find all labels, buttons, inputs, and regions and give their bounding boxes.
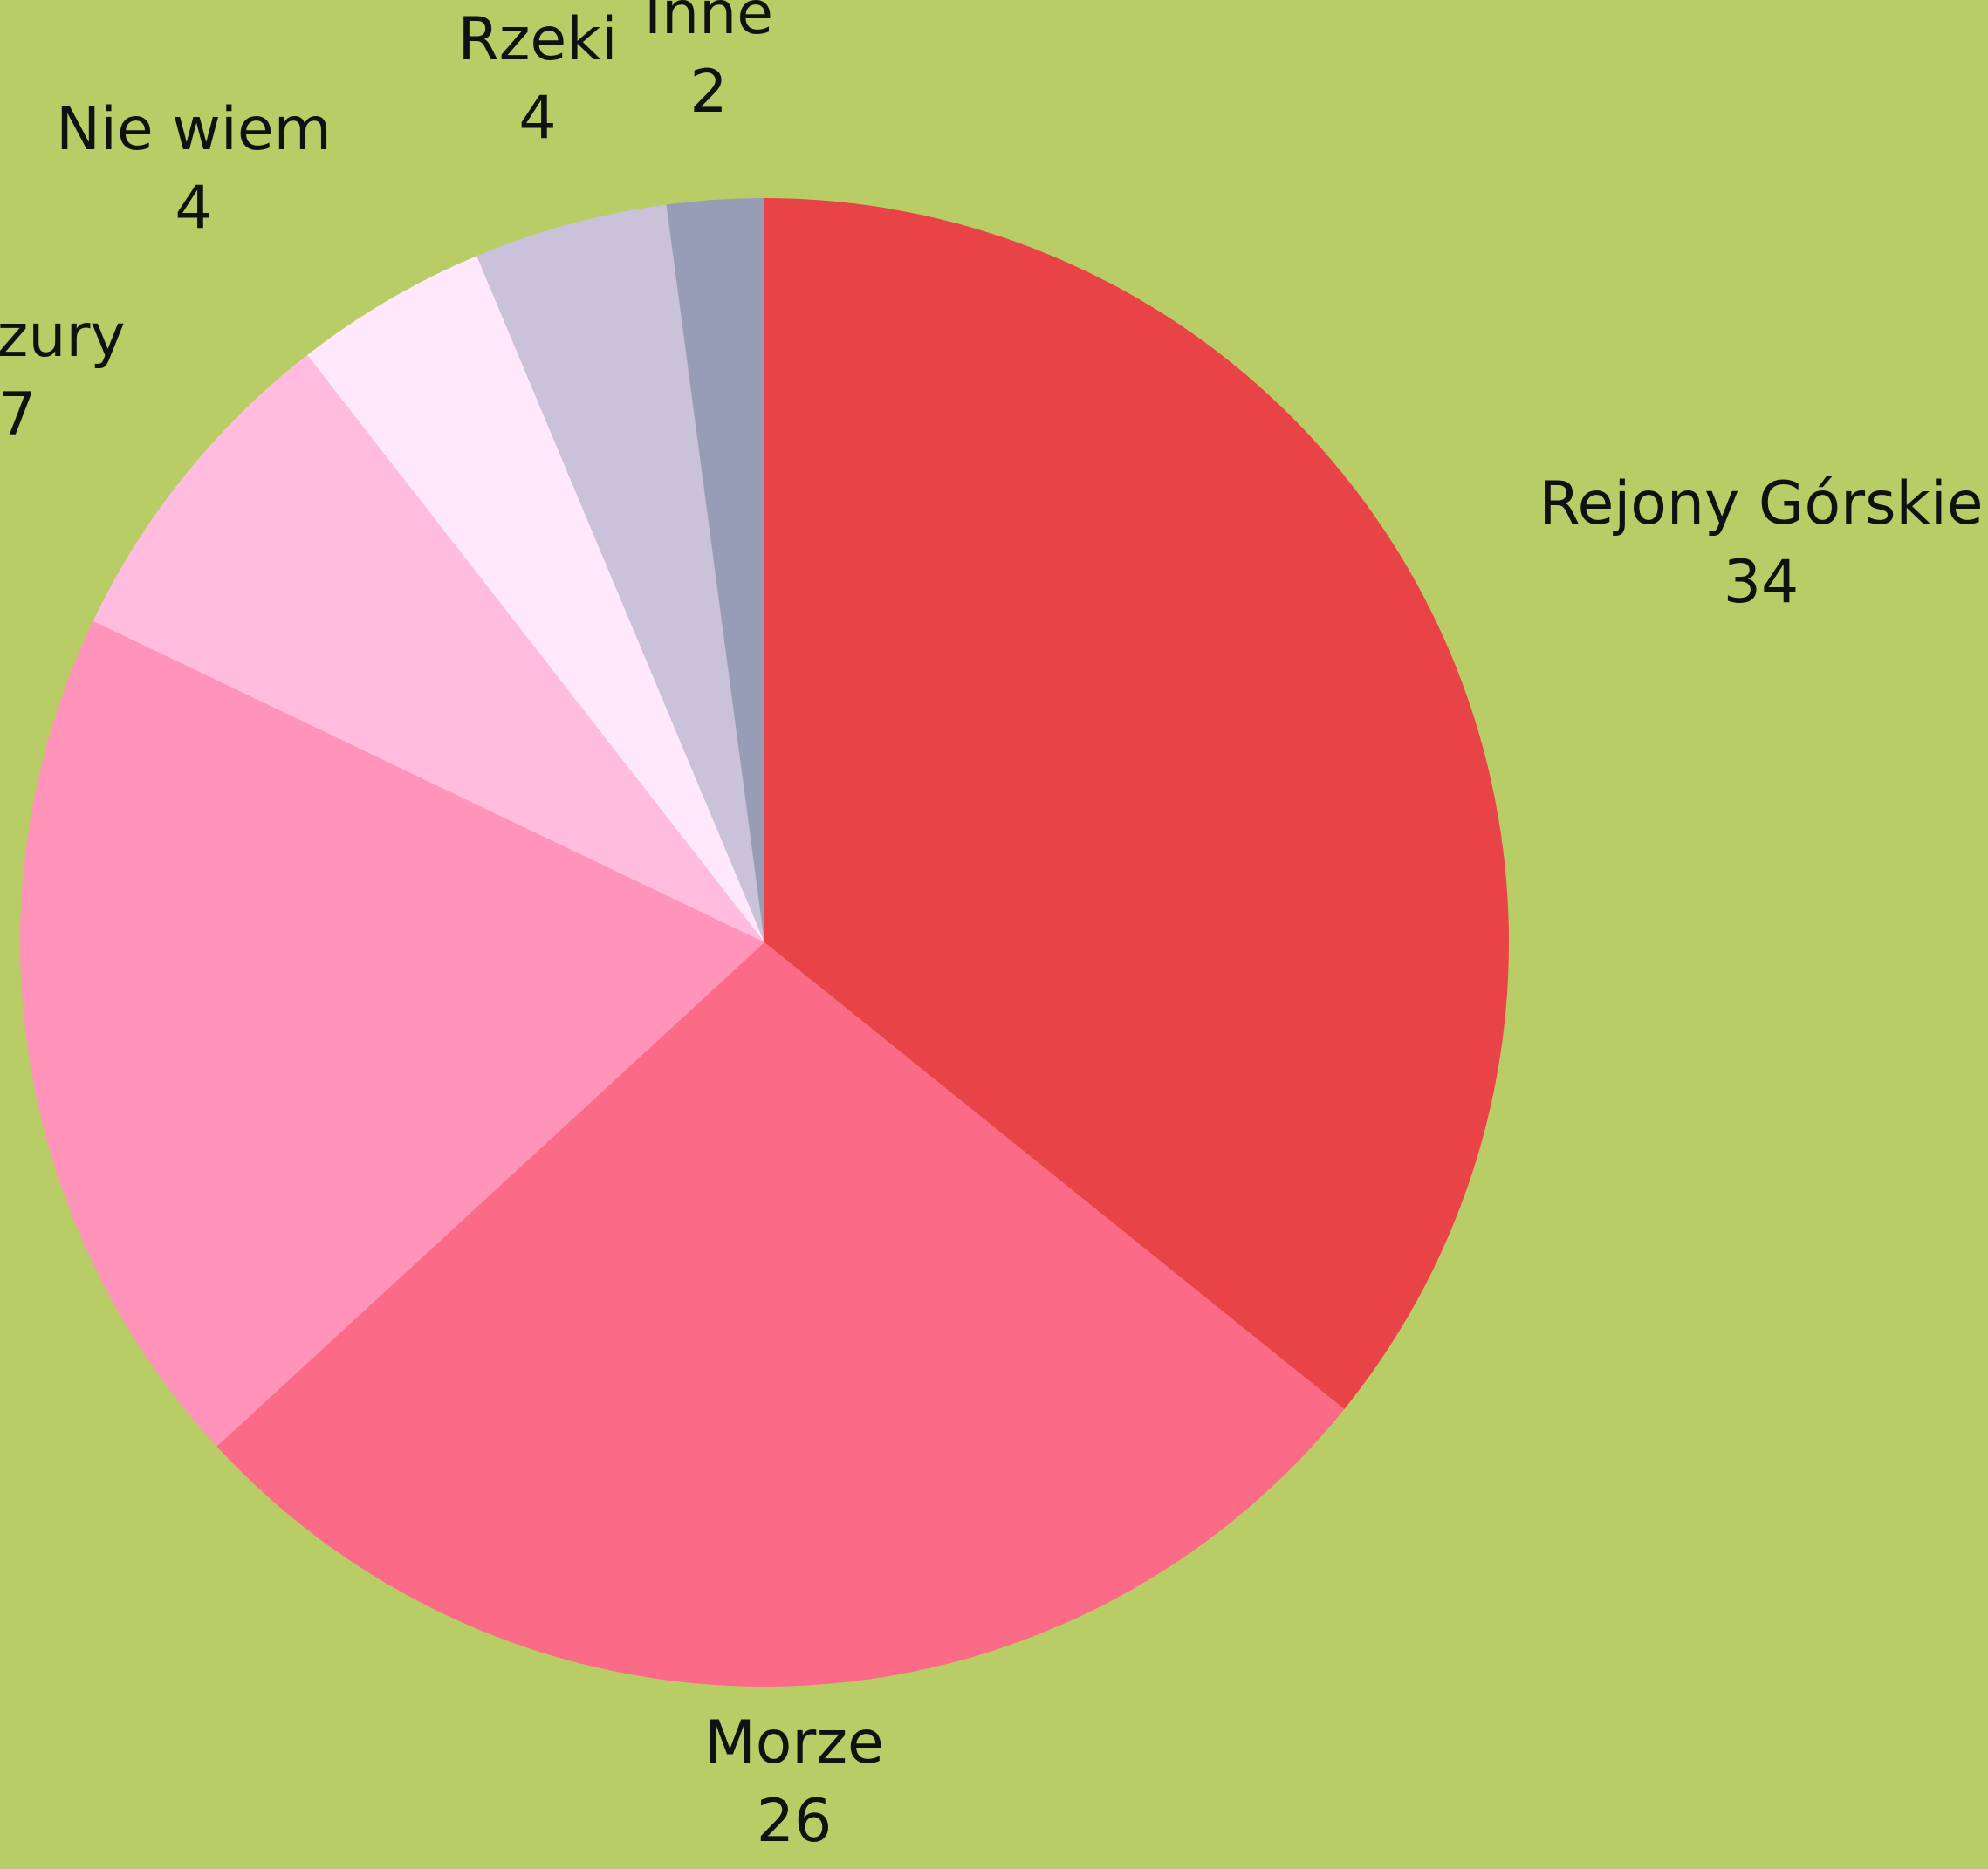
slice-value-rejony-g-rskie: 34	[1724, 548, 1799, 617]
slice-label-rejony-g-rskie: Rejony Górskie	[1539, 469, 1983, 538]
pie-slice-unlabeled-2	[19, 620, 764, 1447]
pie-slice-mazury-3	[93, 354, 765, 942]
slice-value-rzeki: 4	[518, 84, 556, 153]
slice-value-inne: 2	[689, 58, 727, 127]
slice-label-mazury: Mazury	[0, 302, 126, 371]
slice-label-morze: Morze	[704, 1708, 884, 1777]
pie-slice-morze-1	[216, 942, 1345, 1687]
pie-slice-inne-6	[666, 198, 764, 942]
slice-value-morze: 26	[757, 1787, 833, 1856]
pie-slices	[19, 198, 1509, 1687]
slice-label-inne: Inne	[644, 0, 773, 48]
slice-value-mazury: 7	[0, 380, 37, 449]
slice-label-rzeki: Rzeki	[457, 5, 617, 74]
slice-value-nie-wiem: 4	[175, 174, 212, 243]
pie-slice-nie-wiem-4	[307, 256, 765, 942]
slice-label-nie-wiem: Nie wiem	[56, 95, 332, 164]
pie-slice-rzeki-5	[476, 204, 764, 942]
pie-slice-rejony-g-rskie-0	[764, 198, 1509, 1409]
